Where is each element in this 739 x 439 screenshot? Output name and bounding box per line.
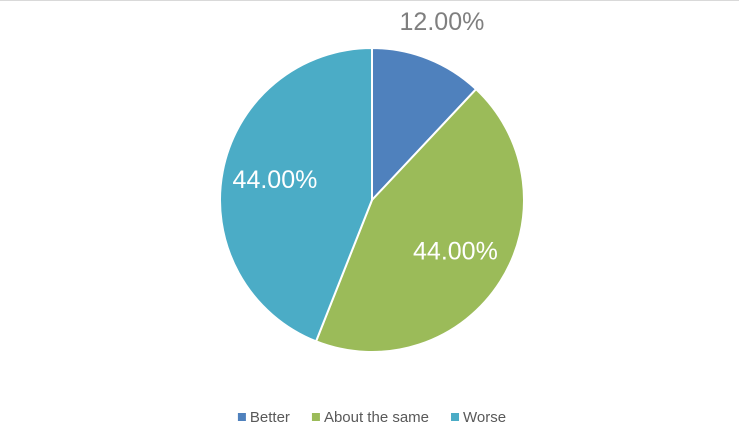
- legend-label: Better: [250, 409, 290, 426]
- data-label: 44.00%: [233, 166, 318, 194]
- data-label: 44.00%: [413, 238, 498, 266]
- pie-slice: [371, 46, 478, 203]
- legend-swatch: [237, 413, 246, 421]
- legend-swatch: [451, 413, 460, 421]
- legend-swatch: [311, 413, 320, 421]
- legend-label: About the same: [324, 409, 429, 426]
- pie-slice: [314, 87, 525, 353]
- pie-slice: [219, 46, 373, 343]
- legend-label: Worse: [463, 409, 506, 426]
- data-label: 12.00%: [400, 8, 485, 36]
